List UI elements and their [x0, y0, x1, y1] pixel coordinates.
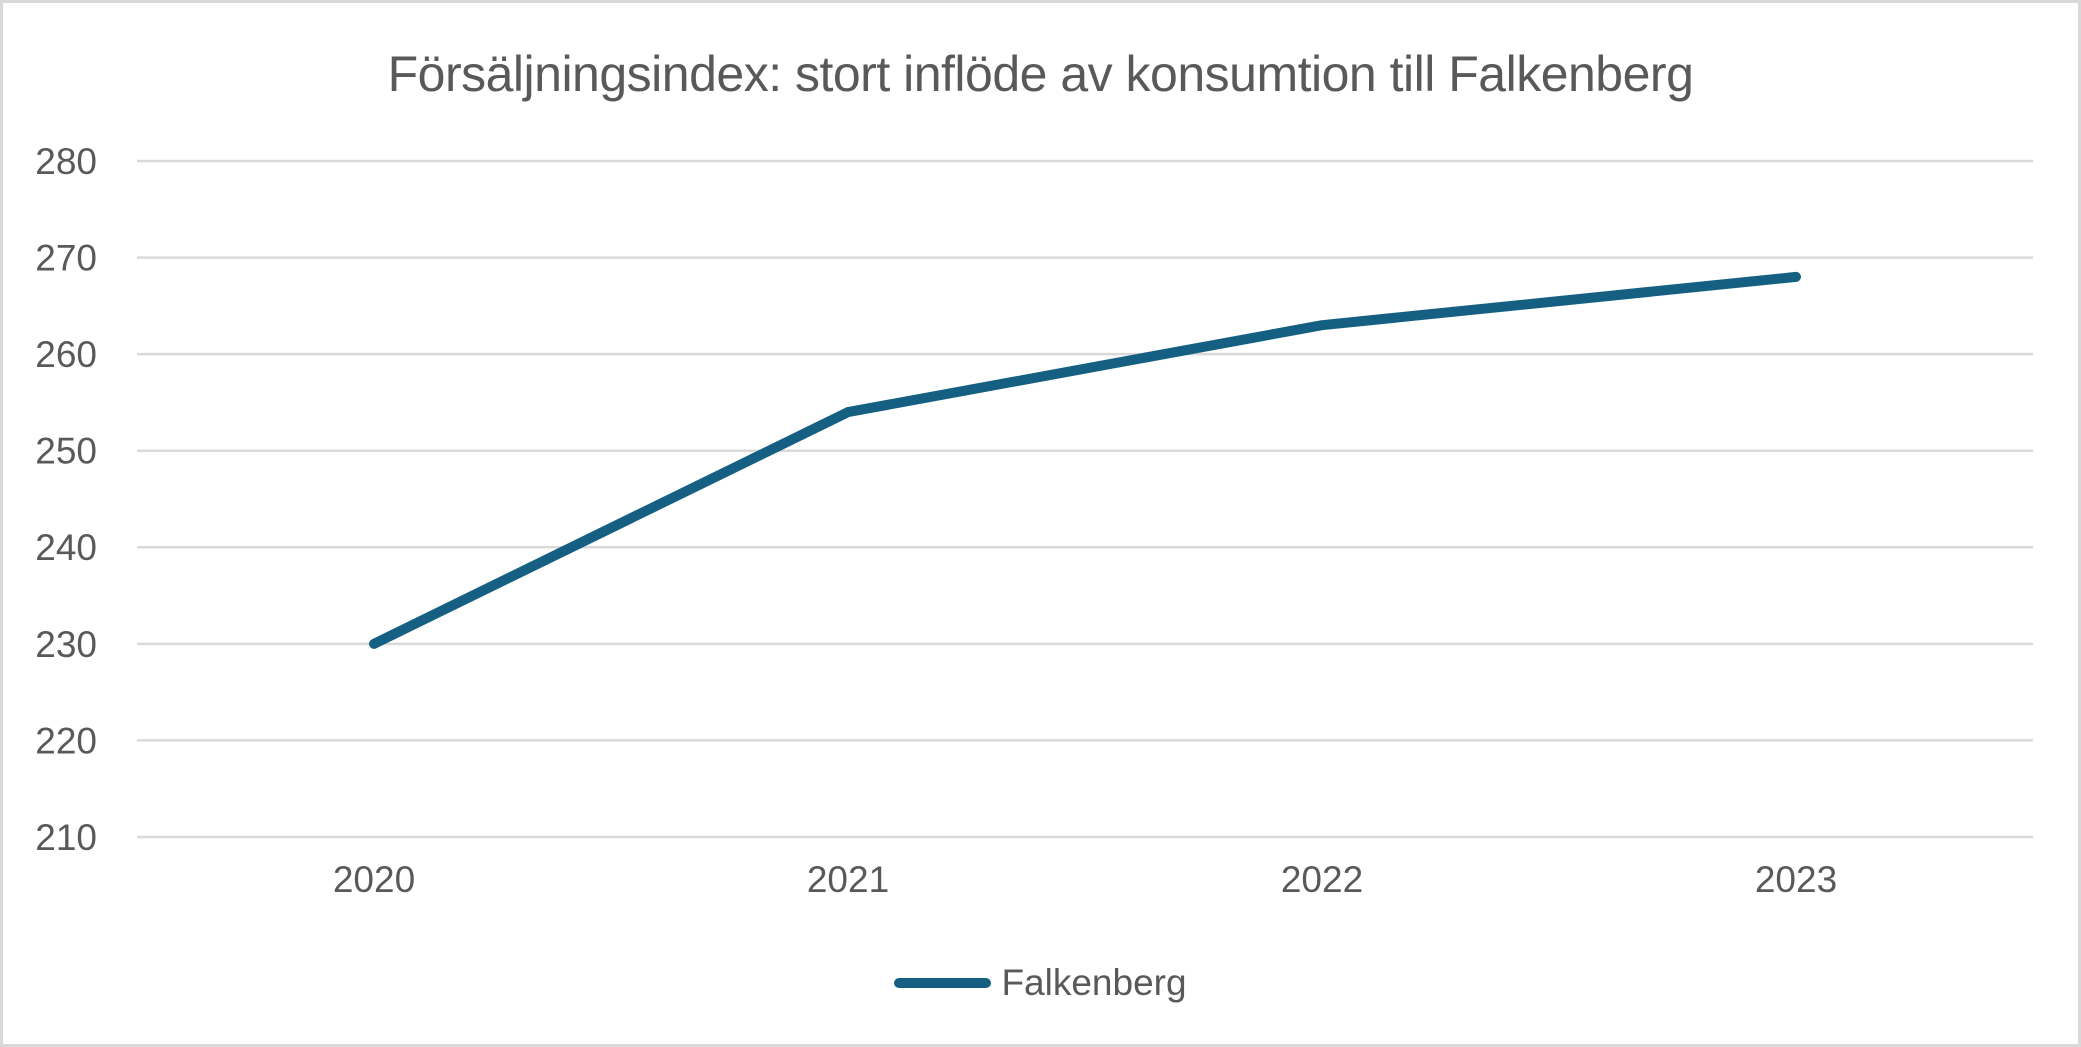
y-tick-label: 260	[35, 334, 97, 375]
y-tick-label: 230	[35, 624, 97, 665]
chart-title: Försäljningsindex: stort inflöde av kons…	[387, 46, 1694, 102]
legend-line-marker-icon	[894, 978, 992, 988]
x-tick-label: 2022	[1281, 859, 1363, 900]
x-tick-label: 2020	[333, 859, 415, 900]
y-tick-label: 240	[35, 527, 97, 568]
series-line-falkenberg	[369, 271, 1801, 649]
plot-area: 210 220 230 240 250 260 270 280 2020 2021 2022 2023	[35, 141, 2033, 900]
x-tick-label: 2021	[807, 859, 889, 900]
x-tick-label: 2023	[1755, 859, 1837, 900]
legend: Falkenberg	[3, 959, 2078, 1007]
legend-label: Falkenberg	[1001, 962, 1187, 1003]
y-tick-label: 220	[35, 720, 97, 761]
y-tick-label: 270	[35, 238, 97, 279]
y-tick-label: 210	[35, 817, 97, 858]
y-tick-label: 250	[35, 431, 97, 472]
y-tick-label: 280	[35, 141, 97, 182]
